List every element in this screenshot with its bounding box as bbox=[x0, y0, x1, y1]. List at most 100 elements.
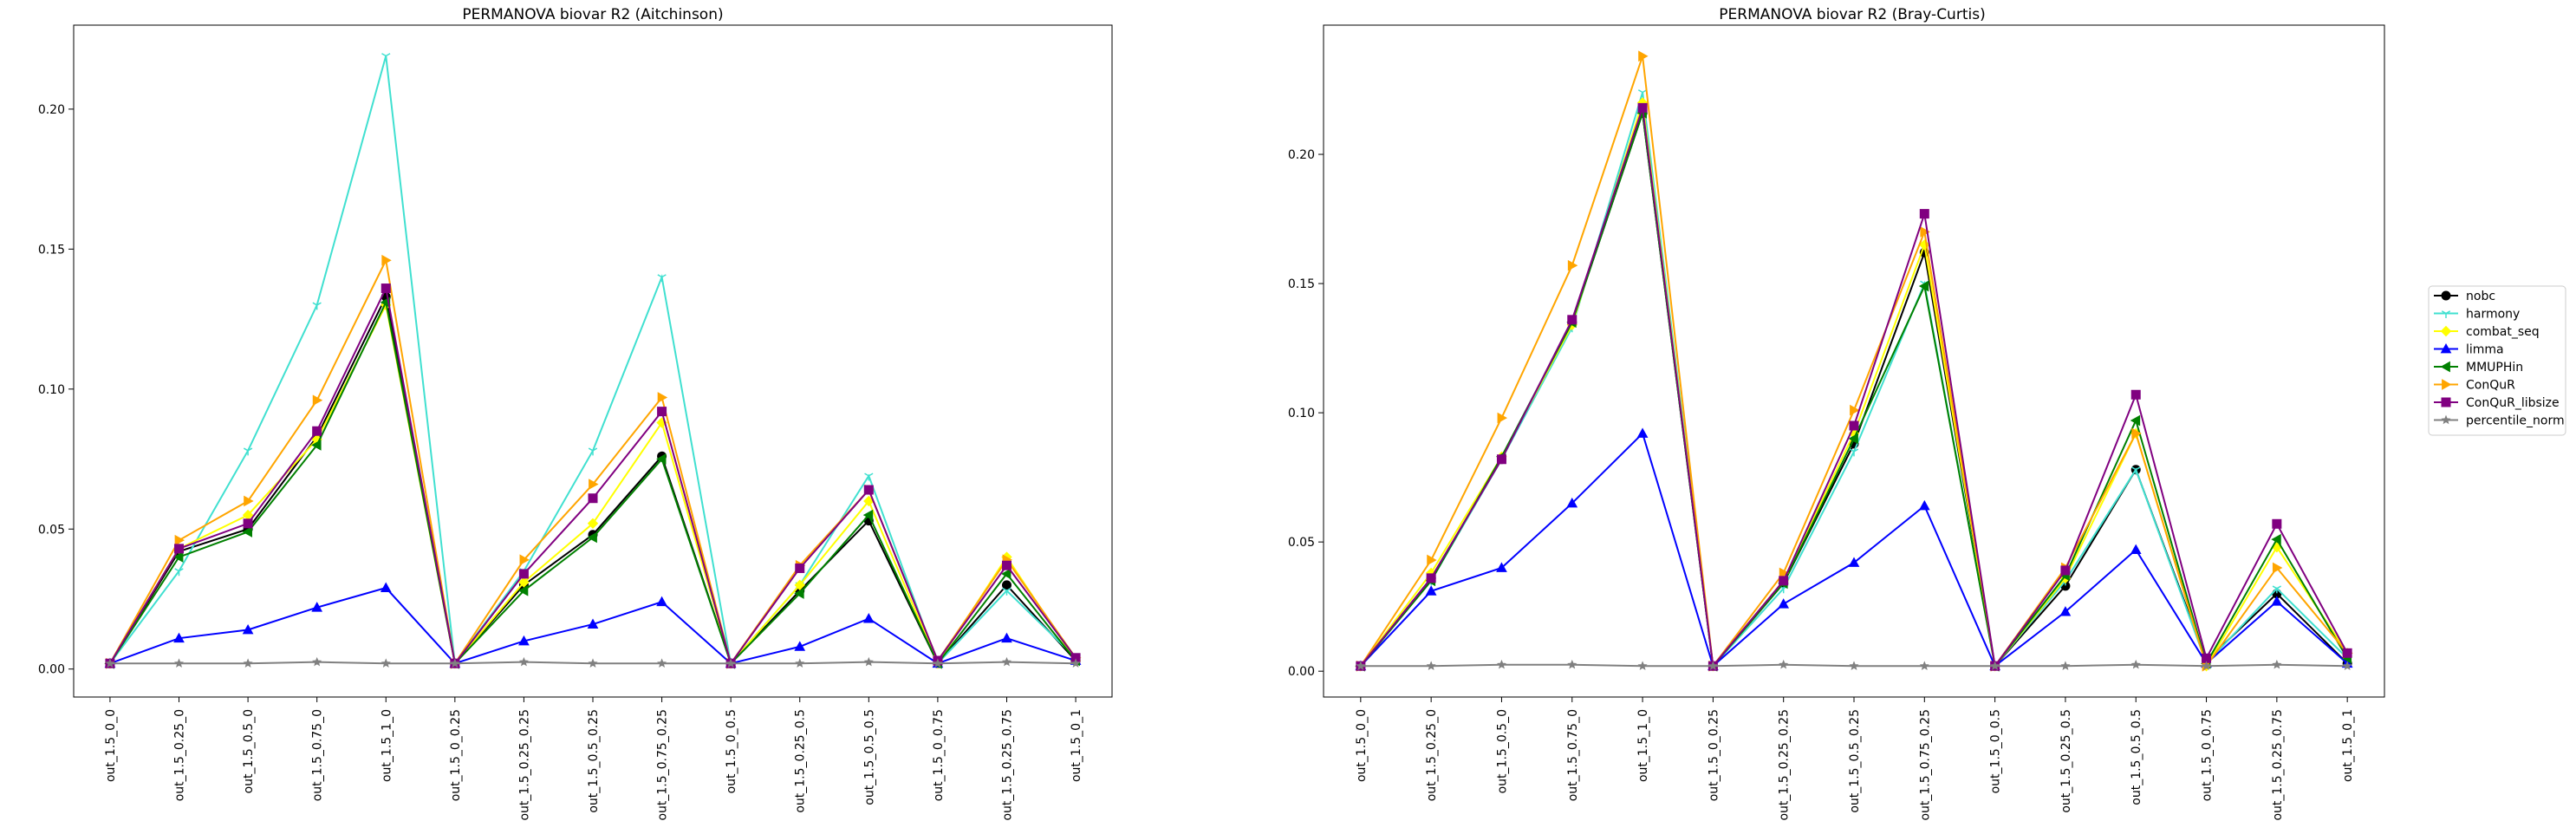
axes-frame bbox=[73, 24, 1113, 698]
data-point-limma bbox=[1001, 632, 1012, 643]
data-point-limma bbox=[518, 635, 530, 646]
data-point-percentile_norm bbox=[381, 658, 391, 668]
series-nobc bbox=[105, 291, 1081, 668]
data-point-limma bbox=[1778, 598, 1790, 609]
legend-swatch-marker bbox=[2441, 414, 2451, 425]
data-point-limma bbox=[2130, 544, 2142, 554]
data-point-ConQuR_libsize bbox=[1426, 573, 1436, 583]
data-point-percentile_norm bbox=[1708, 661, 1718, 670]
x-tick-label: out_1.5_0.5_0.5 bbox=[862, 709, 876, 805]
x-tick-label: out_1.5_0.75_0.25 bbox=[656, 709, 670, 821]
series-line-harmony bbox=[1360, 92, 2348, 668]
data-point-MMUPHin bbox=[1918, 280, 1929, 292]
data-point-ConQuR_libsize bbox=[795, 563, 805, 573]
data-point-percentile_norm bbox=[1567, 659, 1577, 669]
data-point-limma bbox=[1918, 499, 1930, 511]
series-combat_seq bbox=[1355, 97, 2353, 672]
legend-label: ConQuR bbox=[2466, 379, 2515, 393]
data-point-ConQuR bbox=[1567, 259, 1578, 271]
data-point-percentile_norm bbox=[657, 658, 667, 668]
data-point-percentile_norm bbox=[2342, 661, 2352, 670]
data-point-limma bbox=[1566, 497, 1578, 508]
legend-label: harmony bbox=[2466, 308, 2520, 322]
data-point-percentile_norm bbox=[863, 656, 874, 667]
x-tick-label: out_1.5_0_0.5 bbox=[1989, 709, 2003, 793]
x-tick-label: out_1.5_0_0.25 bbox=[449, 709, 463, 801]
data-point-MMUPHin bbox=[517, 584, 529, 596]
data-point-ConQuR bbox=[381, 254, 392, 266]
data-point-percentile_norm bbox=[1637, 661, 1648, 670]
data-point-ConQuR_libsize bbox=[312, 426, 322, 436]
x-tick-label: out_1.5_1_0 bbox=[1636, 709, 1650, 782]
data-point-percentile_norm bbox=[1426, 661, 1436, 670]
legend-item-harmony: harmony bbox=[2434, 308, 2520, 322]
series-line-ConQuR bbox=[1360, 55, 2348, 668]
data-point-ConQuR_libsize bbox=[1849, 420, 1859, 431]
data-point-ConQuR_libsize bbox=[657, 407, 667, 417]
data-point-limma bbox=[794, 641, 806, 651]
series-percentile_norm bbox=[1356, 659, 2352, 670]
data-point-percentile_norm bbox=[588, 658, 598, 668]
legend-item-ConQuR_libsize: ConQuR_libsize bbox=[2434, 396, 2560, 410]
data-point-limma bbox=[587, 618, 599, 629]
y-tick-label: 0.20 bbox=[1288, 148, 1315, 162]
data-point-percentile_norm bbox=[518, 656, 529, 667]
x-tick-label: out_1.5_0_0 bbox=[104, 709, 118, 782]
x-tick-label: out_1.5_0.25_0.5 bbox=[2059, 709, 2073, 813]
legend-label: nobc bbox=[2466, 290, 2495, 303]
x-tick-label: out_1.5_0_1 bbox=[2341, 709, 2355, 782]
legend-label: combat_seq bbox=[2466, 325, 2540, 339]
y-tick-label: 0.10 bbox=[38, 383, 65, 397]
data-point-percentile_norm bbox=[105, 658, 115, 668]
data-point-MMUPHin bbox=[587, 531, 597, 544]
data-point-ConQuR bbox=[312, 394, 323, 407]
data-point-ConQuR_libsize bbox=[863, 485, 874, 495]
data-point-percentile_norm bbox=[1990, 661, 2000, 670]
legend-label: percentile_norm bbox=[2466, 414, 2565, 428]
data-point-MMUPHin bbox=[311, 440, 322, 451]
data-point-ConQuR bbox=[1850, 404, 1860, 416]
data-point-limma bbox=[1636, 427, 1649, 438]
legend-swatch-marker bbox=[2441, 290, 2451, 301]
data-point-ConQuR_libsize bbox=[2130, 389, 2141, 400]
data-point-limma bbox=[311, 602, 323, 612]
x-tick-label: out_1.5_0.5_0 bbox=[242, 709, 256, 793]
series-limma bbox=[1355, 427, 2353, 671]
chart-title: PERMANOVA biovar R2 (Bray-Curtis) bbox=[1719, 6, 1985, 23]
data-point-ConQuR_libsize bbox=[2272, 518, 2282, 529]
x-tick-label: out_1.5_0.25_0 bbox=[173, 709, 187, 801]
legend-swatch-marker bbox=[2441, 397, 2451, 407]
x-tick-label: out_1.5_0.25_0 bbox=[1425, 709, 1439, 801]
y-tick-label: 0.20 bbox=[38, 103, 65, 117]
data-point-harmony bbox=[1637, 89, 1648, 97]
x-tick-label: out_1.5_0_1 bbox=[1070, 709, 1083, 782]
chart-bray-curtis: PERMANOVA biovar R2 (Bray-Curtis) 0.00 0.… bbox=[1288, 6, 2385, 821]
data-point-ConQuR bbox=[2131, 427, 2142, 440]
data-point-percentile_norm bbox=[1779, 659, 1789, 669]
data-point-MMUPHin bbox=[2130, 414, 2141, 427]
y-tick-label: 0.05 bbox=[38, 523, 65, 537]
y-tick-label: 0.00 bbox=[38, 663, 65, 677]
data-point-percentile_norm bbox=[173, 658, 185, 668]
y-tick-label: 0.15 bbox=[38, 243, 65, 257]
x-tick-label: out_1.5_0.25_0.5 bbox=[794, 709, 808, 813]
axes-frame bbox=[1323, 24, 2385, 698]
data-point-limma bbox=[2059, 606, 2072, 616]
data-point-MMUPHin bbox=[794, 588, 804, 599]
data-point-limma bbox=[656, 596, 667, 607]
series-line-ConQuR_libsize bbox=[109, 285, 1077, 666]
data-point-percentile_norm bbox=[795, 658, 805, 668]
data-point-ConQuR bbox=[2272, 562, 2283, 574]
series-ConQuR bbox=[106, 254, 1082, 669]
data-point-nobc bbox=[1001, 580, 1012, 590]
series-harmony bbox=[1356, 89, 2352, 671]
series-nobc bbox=[1356, 108, 2352, 671]
data-point-ConQuR bbox=[174, 534, 185, 546]
data-point-ConQuR_libsize bbox=[2342, 648, 2352, 658]
data-point-percentile_norm bbox=[450, 658, 460, 668]
legend-swatch-marker bbox=[2442, 379, 2452, 390]
legend-swatch-marker bbox=[2440, 325, 2452, 337]
data-point-harmony bbox=[588, 447, 598, 456]
data-point-percentile_norm bbox=[2060, 661, 2071, 670]
